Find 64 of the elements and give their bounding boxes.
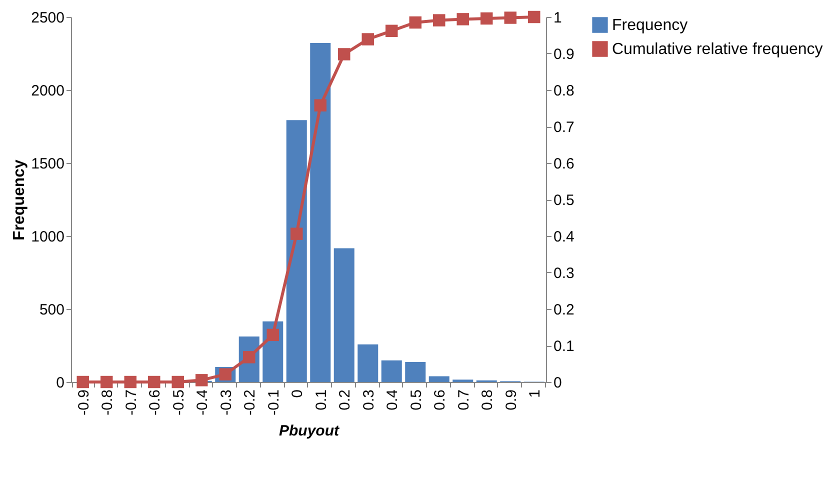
x-tick-label: -0.6: [146, 390, 164, 416]
point: [528, 10, 540, 24]
x-tick-label: -0.9: [75, 390, 92, 416]
point: [362, 33, 374, 46]
y2-tick-label: 0.9: [554, 46, 574, 63]
bar: [334, 248, 354, 382]
y2-tick-label: 0.2: [554, 302, 574, 318]
point: [433, 14, 446, 26]
x-tick-label: -0.7: [122, 390, 140, 416]
y2-tick-label: 1: [554, 10, 562, 26]
y2-tick-label: 0.7: [554, 119, 574, 136]
x-tick-label: 0.2: [336, 390, 354, 410]
point: [314, 99, 326, 112]
legend-label: Cumulative relative frequency: [612, 41, 823, 58]
y2-tick-label: 0.5: [554, 192, 574, 209]
y-axis-title: Frequency: [11, 159, 28, 240]
x-tick-label: 0.6: [432, 390, 449, 410]
point: [100, 376, 113, 388]
x-tick-label: -0.3: [218, 390, 235, 416]
bar: [358, 344, 378, 382]
x-tick-label: 0.1: [312, 390, 330, 410]
y2-tick-label: 0.1: [554, 338, 574, 355]
point: [290, 228, 303, 240]
legend-label: Frequency: [612, 17, 688, 34]
x-tick-label: 0: [289, 390, 306, 398]
bar: [405, 362, 426, 382]
y-tick-label: 500: [39, 302, 64, 318]
y-tick-label: 2000: [31, 82, 64, 100]
y2-tick-label: 0.3: [554, 265, 574, 282]
y2-tick-label: 0.8: [554, 82, 574, 100]
x-tick-label: 1: [526, 390, 544, 398]
x-tick-label: -0.4: [194, 390, 212, 416]
x-tick-label: 0.7: [455, 390, 472, 410]
x-tick-label: 0.9: [502, 390, 520, 410]
point: [124, 376, 136, 388]
point: [338, 48, 350, 60]
x-tick-label: -0.5: [170, 390, 188, 416]
y2-tick-label: 0.6: [554, 156, 574, 172]
point: [456, 13, 469, 26]
point: [386, 24, 398, 37]
point: [409, 16, 422, 29]
point: [480, 12, 493, 25]
bar: [286, 120, 307, 382]
x-axis-title: Pbuyout: [279, 422, 340, 440]
x-tick-label: 0.4: [384, 390, 402, 410]
x-tick-label: 0.5: [408, 390, 425, 410]
bar: [381, 360, 402, 382]
y-tick-label: 1500: [31, 156, 64, 172]
point: [196, 374, 208, 386]
y-tick-label: 1000: [31, 228, 64, 246]
bar: [310, 42, 331, 382]
point: [504, 12, 516, 24]
point: [76, 376, 89, 388]
y-tick-label: 2500: [31, 10, 64, 26]
point: [172, 376, 184, 388]
point: [266, 328, 279, 342]
bar: [428, 376, 450, 382]
x-tick-label: 0.3: [360, 390, 378, 410]
x-tick-label: -0.1: [265, 390, 282, 416]
point: [148, 376, 160, 388]
x-tick-label: 0.8: [479, 390, 496, 410]
y2-tick-label: 0.4: [554, 228, 574, 246]
x-tick-label: -0.2: [242, 390, 259, 416]
x-tick-label: -0.8: [99, 390, 116, 416]
